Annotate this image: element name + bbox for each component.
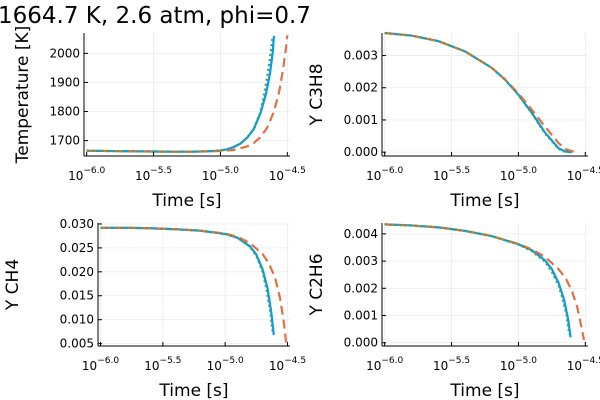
x-tick-label: 10−5.5 (135, 166, 172, 183)
figure-title: 1664.7 K, 2.6 atm, phi=0.7 (0, 3, 311, 29)
series-line-2 (384, 223, 586, 341)
series-line-3 (86, 36, 274, 153)
y-tick-label: 0.001 (344, 113, 378, 127)
x-tick-label: 10−5.0 (500, 166, 537, 183)
y-tick-label: 0.000 (344, 145, 378, 159)
grid-lines (382, 33, 588, 156)
grid-lines (84, 33, 290, 156)
x-tick-label: 10−6.0 (366, 166, 403, 183)
series-line-2 (100, 226, 288, 344)
y-axis-label: Temperature [K] (13, 26, 33, 165)
x-tick-label: 10−5.5 (433, 356, 470, 373)
series-line-1 (384, 223, 572, 338)
y-tick-label: 0.015 (60, 289, 94, 303)
y-tick-label: 0.003 (344, 49, 378, 63)
y-tick-label: 1800 (49, 105, 80, 119)
y-tick-label: 0.020 (60, 265, 94, 279)
x-tick-label: 10−5.0 (202, 166, 239, 183)
chart-panel-1: 1700 1800 1900 2000 10−6.0 10−5.5 10−5.0 10−4.5… (13, 26, 306, 211)
y-tick-label: 0.005 (60, 337, 94, 351)
chart-panel-2: 0.000 0.001 0.002 0.003 10−6.0 10−5.5 10−5.0 10… (307, 31, 600, 211)
x-tick-label: 10−4.5 (269, 166, 306, 183)
grid-lines (382, 223, 588, 346)
series-line-1 (384, 31, 573, 154)
y-tick-label: 1700 (49, 134, 80, 148)
x-tick-label: 10−5.0 (500, 356, 537, 373)
y-tick-label: 0.030 (60, 217, 94, 231)
x-tick-label: 10−4.5 (269, 356, 306, 373)
x-axis-label: Time [s] (151, 191, 221, 211)
x-tick-label: 10−6.0 (366, 356, 403, 373)
x-axis-label: Time [s] (158, 381, 228, 400)
grid-lines (98, 223, 290, 346)
y-tick-label: 1900 (49, 75, 80, 89)
y-tick-label: 0.025 (60, 241, 94, 255)
x-tick-label: 10−6.0 (68, 166, 105, 183)
chart-panel-3: 0.005 0.010 0.015 0.020 0.025 0.030 10−6.0 10−5… (3, 217, 306, 400)
x-tick-label: 10−4.5 (567, 356, 600, 373)
series-line-3 (384, 223, 571, 335)
y-tick-label: 0.010 (60, 313, 94, 327)
x-axis-label: Time [s] (449, 381, 519, 400)
chart-panel-4: 0.000 0.001 0.002 0.003 0.004 10−6.0 10−5.5 10−… (307, 223, 600, 400)
y-tick-label: 0.002 (344, 81, 378, 95)
y-tick-label: 0.003 (344, 254, 378, 268)
x-tick-label: 10−5.5 (433, 166, 470, 183)
x-axis-label: Time [s] (449, 191, 519, 211)
y-axis-label: Y CH4 (3, 259, 23, 311)
y-tick-label: 0.001 (344, 309, 378, 323)
y-axis-label: Y C2H6 (307, 253, 327, 316)
x-tick-label: 10−5.5 (144, 356, 181, 373)
series-line-1 (100, 226, 275, 336)
x-tick-label: 10−4.5 (567, 166, 600, 183)
y-tick-label: 2000 (49, 46, 80, 60)
series-line-2 (86, 35, 289, 153)
x-tick-label: 10−5.0 (207, 356, 244, 373)
y-axis-label: Y C3H8 (307, 63, 327, 126)
y-tick-label: 0.002 (344, 281, 378, 295)
series-line-2 (384, 31, 579, 154)
y-tick-label: 0.000 (344, 336, 378, 350)
x-tick-label: 10−6.0 (82, 356, 119, 373)
series-line-3 (384, 31, 570, 154)
y-tick-label: 0.004 (344, 227, 378, 241)
